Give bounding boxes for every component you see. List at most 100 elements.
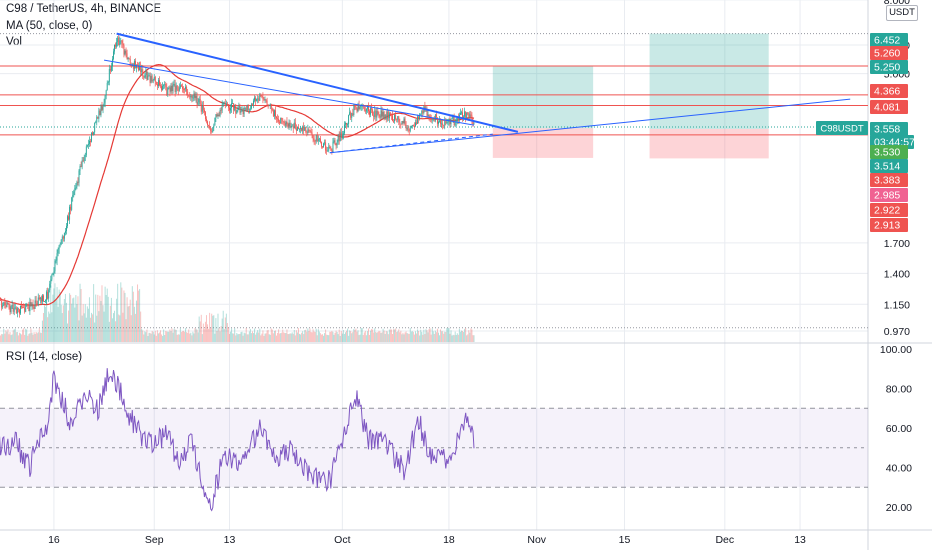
volume-bar [84,304,86,342]
volume-bar [152,331,154,342]
volume-bar [128,305,130,342]
candle-body [204,112,206,119]
ma-indicator-label[interactable]: MA (50, close, 0) [6,20,93,32]
volume-bar [349,330,351,342]
volume-bar [41,320,43,342]
volume-bar [304,330,306,342]
candle-body [44,301,45,303]
volume-bar [26,329,28,342]
volume-bar [358,335,360,342]
candle-body [1,300,3,308]
rsi-panel [0,368,868,512]
position-zones [492,33,769,159]
candle-body [7,302,9,304]
candle-body [79,166,81,171]
volume-bar [99,295,101,342]
candle-body [267,104,269,106]
candle-body [358,104,360,110]
volume-bar [171,328,173,342]
volume-bar [272,333,274,342]
candle-body [105,90,107,96]
volume-bar [216,330,218,342]
volume-bar [123,290,125,342]
candle-body [163,84,165,86]
stop-zone-2 [649,128,769,159]
candle-body [435,114,437,118]
candle-body [291,125,293,127]
volume-bar [116,298,118,342]
candle-body [144,74,146,78]
ma-line [0,63,475,306]
currency-button[interactable]: USDT [886,5,918,21]
volume-bar [341,333,343,342]
candle-body [179,85,181,88]
candle-body [470,114,472,116]
volume-bar [286,329,288,342]
candle-body [397,116,399,120]
volume-bar [172,332,174,342]
volume-bar [348,335,350,342]
candle-body [211,131,213,133]
candle-body [46,292,48,301]
candle-body [443,124,445,126]
candle-body [341,135,343,138]
candle-body [250,104,252,109]
volume-bar [463,332,465,342]
price-badge-text: 2.913 [874,220,900,232]
volume-bar [321,334,323,342]
volume-bar [158,332,160,342]
candle-body [370,108,372,115]
candle-body [432,118,434,120]
stop-zone-1 [492,128,594,158]
volume-bar [117,283,119,342]
candle-body [33,307,35,309]
candle-body [138,64,140,71]
volume-bar [78,320,80,342]
volume-bar [60,304,62,342]
volume-bar [367,328,369,342]
volume-bar [334,332,336,342]
volume-bar [456,333,458,342]
candle-body [236,110,238,114]
candle-body [449,118,451,125]
volume-bar [81,315,83,342]
candle-body [174,84,176,92]
candle-body [311,132,313,136]
candle-body [331,150,333,152]
volume-bar [353,328,355,342]
candle-body [285,121,287,126]
volume-bar [351,333,353,342]
volume-bar [293,329,295,342]
volume-bar [228,333,230,342]
price-badge [870,188,908,202]
volume-bar [227,327,229,342]
volume-bar [49,313,51,342]
candle-body [294,122,296,129]
candle-body [403,118,405,123]
price-badge-text: 3.558 [874,124,900,136]
volume-bar [366,331,368,342]
candle-body [169,87,171,92]
candle-body [326,150,328,152]
volume-bar [6,331,8,342]
candle-body [402,121,404,123]
volume-bar [148,332,150,342]
volume-bar [454,331,456,342]
volume-bar [56,287,58,342]
candle-body [47,292,49,299]
volume-bar [135,300,137,342]
volume-bar [169,329,171,342]
candle-body [329,146,331,149]
rsi-indicator-label[interactable]: RSI (14, close) [6,351,83,363]
candle-body [190,95,192,98]
candle-body [96,116,98,123]
candle-body [459,112,461,115]
candle-body [259,94,261,101]
candle-body [58,245,60,250]
candle-body [152,80,154,82]
candle-body [3,302,5,306]
candle-body [278,119,280,122]
candle-body [191,95,193,98]
candle-body [339,132,341,142]
